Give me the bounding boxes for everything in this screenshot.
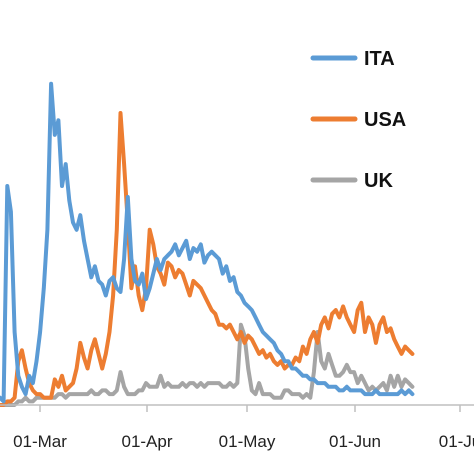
legend: ITA USA UK <box>310 48 406 192</box>
legend-label-usa: USA <box>364 109 406 131</box>
x-tick-label: 01-Apr <box>121 432 172 451</box>
legend-label-uk: UK <box>364 170 393 192</box>
series-line-usa <box>0 111 415 407</box>
series-layer <box>0 81 415 407</box>
x-axis-ticks: 01-Mar 01-Apr 01-May 01-Jun 01-Ju <box>13 405 474 451</box>
x-tick-label: 01-Jun <box>329 432 381 451</box>
series-line-ita <box>0 81 415 404</box>
series-line-uk <box>0 322 415 407</box>
x-tick-label: 01-May <box>219 432 276 451</box>
x-tick-label: 01-Ju <box>439 432 474 451</box>
legend-label-ita: ITA <box>364 48 395 70</box>
x-tick-label: 01-Mar <box>13 432 67 451</box>
